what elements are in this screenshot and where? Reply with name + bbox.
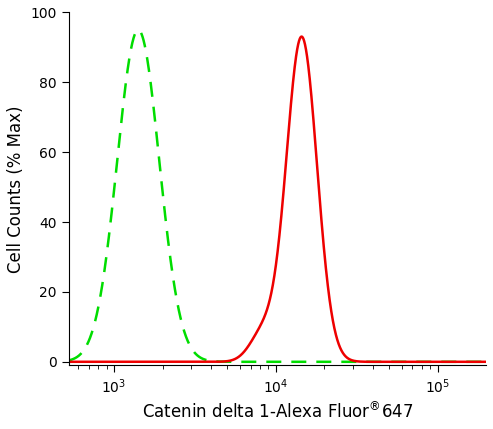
X-axis label: Catenin delta 1-Alexa Fluor$^{\circledR}$647: Catenin delta 1-Alexa Fluor$^{\circledR}… — [141, 401, 413, 422]
Y-axis label: Cell Counts (% Max): Cell Counts (% Max) — [7, 105, 25, 272]
